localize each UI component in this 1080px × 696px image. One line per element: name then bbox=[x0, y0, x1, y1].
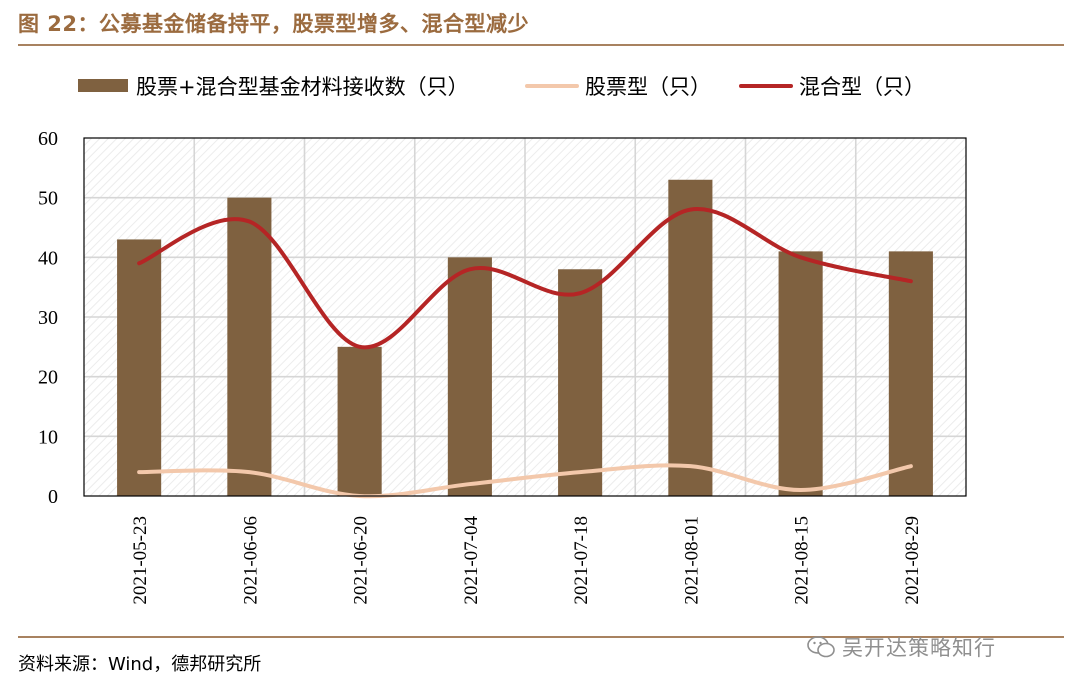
legend-label: 股票+混合型基金材料接收数（只） bbox=[136, 75, 469, 99]
y-tick-label: 60 bbox=[38, 128, 58, 150]
legend-swatch bbox=[78, 79, 128, 92]
chart: 股票+混合型基金材料接收数（只） 股票型（只） 混合型（只） 0 10 20 30 40 50… bbox=[38, 75, 967, 605]
top-rule bbox=[18, 44, 1064, 46]
x-tick-label: 2021-06-06 bbox=[240, 516, 261, 605]
plot-frame bbox=[83, 137, 967, 497]
bar bbox=[558, 269, 603, 496]
line-series bbox=[137, 207, 913, 499]
y-tick-label: 30 bbox=[38, 307, 58, 329]
x-tick-label: 2021-08-15 bbox=[792, 516, 813, 605]
bar-series bbox=[117, 179, 933, 496]
y-tick-label: 10 bbox=[38, 426, 58, 448]
series-line bbox=[137, 207, 913, 350]
legend-label: 股票型（只） bbox=[585, 75, 711, 99]
bar bbox=[447, 257, 492, 496]
legend: 股票+混合型基金材料接收数（只） 股票型（只） 混合型（只） bbox=[78, 75, 925, 99]
y-tick-label: 40 bbox=[38, 247, 58, 269]
watermark-text: 吴开达策略知行 bbox=[842, 636, 996, 660]
series-line bbox=[137, 463, 913, 499]
y-tick-label: 20 bbox=[38, 367, 58, 389]
x-tick-label: 2021-05-23 bbox=[130, 516, 151, 605]
watermark: 吴开达策略知行 bbox=[806, 632, 996, 662]
bar bbox=[227, 197, 272, 496]
bar bbox=[337, 346, 382, 496]
legend-label: 混合型（只） bbox=[799, 75, 925, 99]
x-tick-label: 2021-08-01 bbox=[681, 516, 702, 605]
x-axis: 2021-05-23 2021-06-06 2021-06-20 2021-07-04… bbox=[130, 516, 923, 605]
x-tick-label: 2021-07-04 bbox=[461, 516, 482, 605]
x-tick-label: 2021-08-29 bbox=[902, 516, 923, 605]
x-tick-label: 2021-07-18 bbox=[571, 516, 592, 605]
bar bbox=[668, 179, 713, 496]
y-tick-label: 0 bbox=[48, 486, 58, 508]
y-axis: 0 10 20 30 40 50 60 bbox=[38, 128, 58, 508]
y-tick-label: 50 bbox=[38, 188, 58, 210]
bar bbox=[888, 251, 933, 496]
figure-title: 图 22：公募基金储备持平，股票型增多、混合型减少 bbox=[18, 12, 530, 36]
bottom-rule bbox=[18, 636, 1064, 638]
wechat-icon bbox=[807, 636, 835, 658]
bar bbox=[778, 251, 823, 496]
bar bbox=[117, 239, 162, 496]
x-tick-label: 2021-06-20 bbox=[351, 516, 372, 605]
source-note: 资料来源：Wind，德邦研究所 bbox=[18, 654, 262, 675]
